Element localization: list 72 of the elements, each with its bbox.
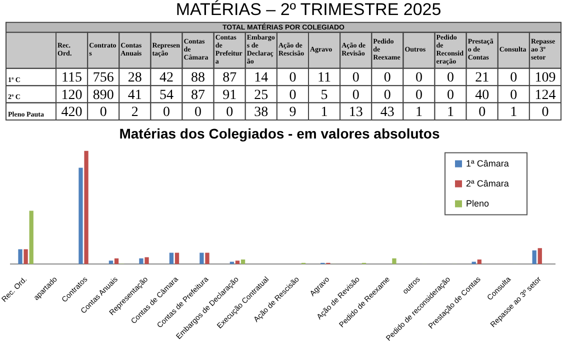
data-label: 14 — [254, 70, 268, 86]
chart-title: MATÉRIAS – 2º TRIMESTRE 2025 — [176, 0, 442, 19]
bar — [240, 259, 246, 264]
data-label: 0 — [194, 105, 202, 120]
data-label: 0 — [447, 70, 454, 86]
bar — [169, 252, 174, 264]
bar — [144, 257, 149, 264]
data-label: 115 — [62, 70, 82, 86]
data-label: 9 — [289, 105, 296, 120]
legend-label: Pleno — [466, 198, 490, 208]
data-label: 0 — [384, 70, 391, 86]
bar — [78, 168, 83, 264]
bar — [24, 249, 28, 264]
bar — [205, 252, 210, 264]
bar — [538, 248, 542, 264]
data-label: 0 — [289, 88, 296, 103]
bar — [108, 260, 114, 264]
data-label: 1 — [320, 105, 328, 120]
bar — [200, 252, 204, 264]
data-label: 21 — [475, 70, 490, 86]
data-label: 28 — [128, 70, 142, 86]
data-label: 0 — [478, 105, 486, 120]
data-label: 40 — [475, 88, 490, 103]
bar — [477, 259, 482, 264]
bar — [392, 258, 396, 264]
data-label: 38 — [254, 105, 268, 120]
data-label: 0 — [352, 70, 360, 86]
data-label: 0 — [510, 70, 518, 86]
data-label: 43 — [380, 105, 394, 120]
data-label: 0 — [352, 88, 360, 103]
chart-title: Matérias dos Colegiados - em valores absolutos — [119, 125, 440, 142]
bar — [114, 258, 119, 264]
data-label: 124 — [534, 88, 556, 103]
data-label: 420 — [61, 105, 82, 120]
data-label: 0 — [289, 70, 296, 86]
data-label: 0 — [226, 105, 234, 120]
bar — [84, 150, 88, 264]
data-label: 0 — [510, 88, 518, 103]
data-label: 0 — [162, 105, 170, 120]
data-label: 42 — [159, 70, 174, 86]
data-label: 0 — [542, 105, 549, 120]
data-label: 54 — [159, 88, 174, 103]
data-label: 1 — [510, 105, 518, 120]
data-label: 13 — [348, 105, 363, 120]
bar — [235, 260, 240, 264]
data-label: 0 — [415, 70, 422, 86]
data-label: 2 — [131, 105, 138, 120]
data-label: 88 — [191, 70, 206, 86]
data-label: 0 — [100, 105, 107, 120]
data-label: 5 — [320, 88, 328, 103]
data-label: 91 — [222, 88, 237, 103]
data-label: 120 — [61, 88, 82, 103]
bar — [174, 252, 180, 264]
data-label: 1 — [447, 105, 454, 120]
data-label: 25 — [254, 88, 268, 103]
data-label: 11 — [318, 70, 332, 86]
data-label: 0 — [384, 88, 391, 103]
data-label: 0 — [415, 88, 422, 103]
legend-label: 1ª Câmara — [466, 158, 509, 168]
bar — [29, 210, 34, 264]
data-label: 41 — [128, 88, 142, 103]
data-label: 0 — [447, 88, 454, 103]
bar — [532, 250, 536, 264]
data-label: 87 — [191, 88, 206, 103]
legend-label: 2ª Câmara — [466, 178, 509, 188]
data-label: 87 — [222, 70, 237, 86]
data-label: 109 — [534, 70, 556, 86]
bar — [139, 258, 144, 264]
bar — [18, 249, 22, 264]
data-label: 890 — [92, 88, 114, 103]
data-label: 1 — [415, 105, 422, 120]
data-label: 756 — [92, 70, 114, 86]
